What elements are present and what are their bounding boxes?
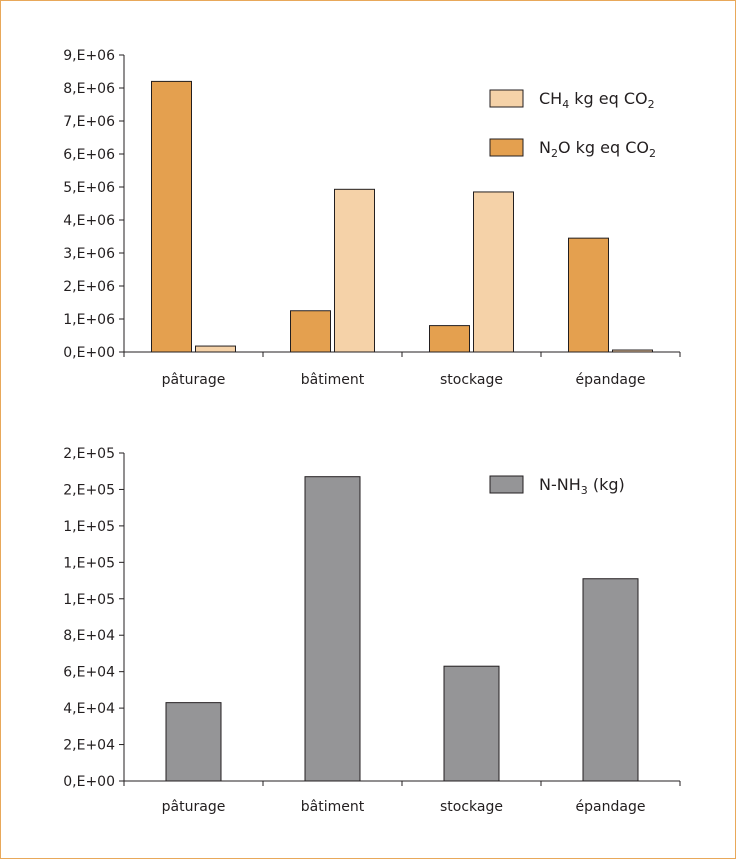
chart1-y-tick-label: 1,E+05 <box>63 555 115 571</box>
chart0-bar <box>334 188 375 353</box>
chart0-y-tick-label: 9,E+06 <box>63 48 115 64</box>
chart0-y-tick-label: 3,E+06 <box>63 246 115 262</box>
chart1-y-tick-label: 8,E+04 <box>63 628 115 644</box>
chart0-x-tick-label: épandage <box>576 372 646 388</box>
chart1-bar <box>582 578 639 782</box>
chart1-legend-label: N-NH3 (kg) <box>539 475 625 497</box>
chart0-legend-label: CH4 kg eq CO2 <box>539 89 655 111</box>
chart1-y-tick-label: 2,E+04 <box>63 738 115 754</box>
chart1-y-tick-label: 4,E+04 <box>63 701 115 717</box>
chart1-bar <box>304 476 361 782</box>
chart0-y-tick-label: 0,E+00 <box>63 345 115 361</box>
chart0-bar <box>195 345 236 353</box>
chart1-x-tick-label: bâtiment <box>301 799 365 815</box>
chart1-legend-swatch <box>489 475 524 494</box>
chart0-x-tick-label: bâtiment <box>301 372 365 388</box>
chart0-y-tick-label: 2,E+06 <box>63 279 115 295</box>
chart0-y-tick-label: 7,E+06 <box>63 114 115 130</box>
chart1-y-tick-label: 2,E+05 <box>63 482 115 498</box>
chart0-y-tick-label: 6,E+06 <box>63 147 115 163</box>
chart0-x-tick-label: stockage <box>440 372 503 388</box>
chart0-legend-label: N2O kg eq CO2 <box>539 138 656 160</box>
chart0-y-tick-label: 5,E+06 <box>63 180 115 196</box>
chart0-y-tick-label: 1,E+06 <box>63 312 115 328</box>
chart1-x-tick-label: pâturage <box>162 799 226 815</box>
chart0-legend-swatch <box>489 138 524 157</box>
chart1-x-tick-label: épandage <box>576 799 646 815</box>
chart1-y-tick-label: 0,E+00 <box>63 774 115 790</box>
chart0-bar <box>473 191 514 353</box>
chart0-bar <box>568 237 609 353</box>
chart0-bar <box>151 80 192 353</box>
chart0-bar <box>612 349 653 353</box>
chart0-bar <box>290 310 331 353</box>
chart0-y-tick-label: 8,E+06 <box>63 81 115 97</box>
chart1-bar <box>443 665 500 782</box>
chart1-y-tick-label: 1,E+05 <box>63 519 115 535</box>
chart0-bar <box>429 325 470 353</box>
chart1-y-tick-label: 1,E+05 <box>63 592 115 608</box>
chart0-x-tick-label: pâturage <box>162 372 226 388</box>
chart1-x-tick-label: stockage <box>440 799 503 815</box>
chart1-y-tick-label: 6,E+04 <box>63 665 115 681</box>
chart1-y-tick-label: 2,E+05 <box>63 446 115 462</box>
chart1-bar <box>165 702 222 782</box>
chart0-y-tick-label: 4,E+06 <box>63 213 115 229</box>
chart0-legend-swatch <box>489 89 524 108</box>
